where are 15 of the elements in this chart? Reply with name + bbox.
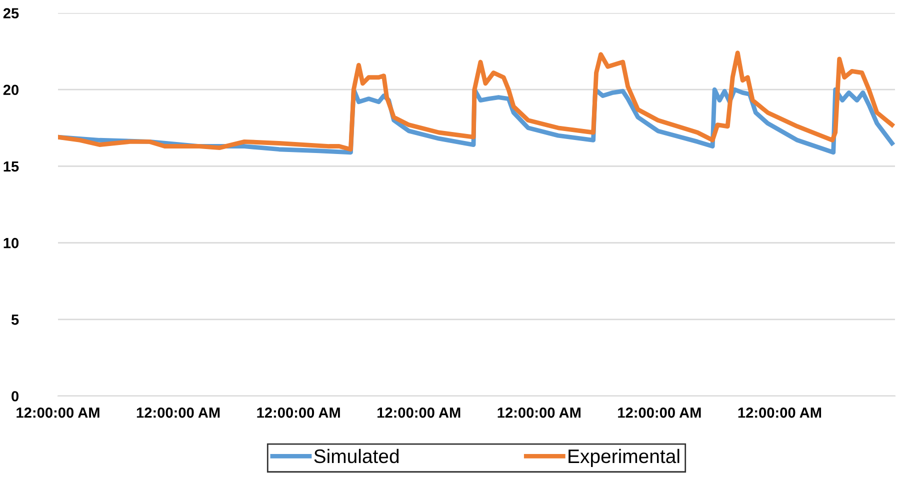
x-tick-label: 12:00:00 AM (16, 407, 100, 418)
x-tick-label: 12:00:00 AM (738, 407, 822, 418)
x-tick-label: 12:00:00 AM (257, 407, 340, 418)
x-tick-label: 12:00:00 AM (498, 407, 580, 418)
y-tick-label: 25 (3, 8, 19, 18)
y-tick-label: 20 (3, 84, 19, 96)
y-tick-label: 10 (4, 238, 19, 248)
x-tick-label: 12:00:00 AM (136, 407, 220, 418)
y-tick-label: 5 (11, 314, 19, 325)
y-tick-label: 15 (4, 161, 19, 172)
legend-label: Simulated (314, 448, 399, 464)
x-tick-label: 12:00:00 AM (378, 407, 460, 418)
y-tick-label: 0 (12, 391, 19, 402)
x-tick-label: 12:00:00 AM (618, 407, 701, 418)
legend-label: Experimental (568, 448, 680, 468)
